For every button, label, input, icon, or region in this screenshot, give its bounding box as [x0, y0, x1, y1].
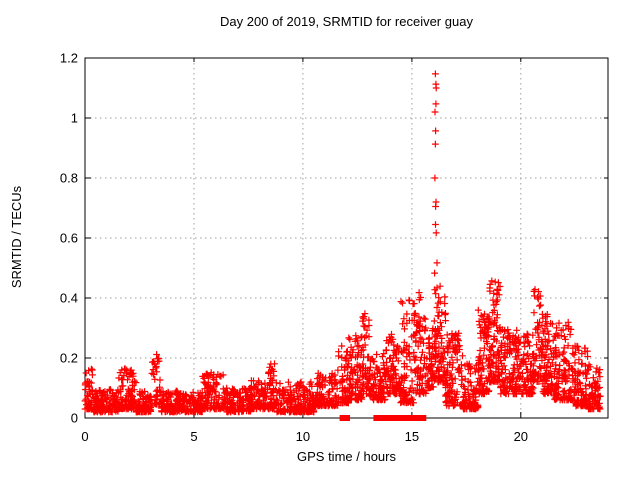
zero-flag-markers [339, 415, 427, 421]
chart-title: Day 200 of 2019, SRMTID for receiver gua… [220, 14, 473, 29]
x-tick-label: 20 [514, 429, 528, 444]
y-tick-label: 1.2 [60, 51, 78, 66]
y-tick-label: 1 [71, 111, 78, 126]
y-tick-label: 0.8 [60, 171, 78, 186]
y-tick-label: 0.2 [60, 351, 78, 366]
y-tick-label: 0.6 [60, 231, 78, 246]
x-tick-label: 0 [81, 429, 88, 444]
scatter-points [81, 70, 604, 416]
x-axis-label: GPS time / hours [297, 449, 396, 464]
y-tick-label: 0.4 [60, 291, 78, 306]
x-tick-label: 15 [405, 429, 419, 444]
y-tick-label: 0 [71, 411, 78, 426]
x-tick-label: 5 [190, 429, 197, 444]
tick-labels: 0 0.2 0.4 0.6 0.8 1 1.2 0 5 10 15 20 [60, 51, 528, 445]
x-tick-label: 10 [296, 429, 310, 444]
